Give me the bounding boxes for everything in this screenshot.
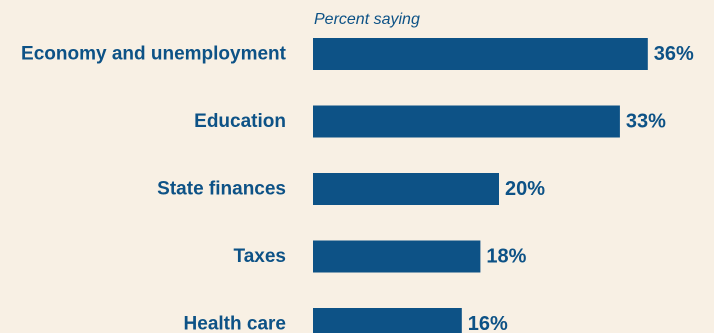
- bar-0: [313, 38, 648, 70]
- value-label-0: 36%: [654, 43, 694, 65]
- category-label-1: Education: [194, 111, 286, 132]
- value-label-4: 16%: [468, 313, 508, 333]
- bars-group: Economy and unemployment 36% Education 33% S…: [21, 38, 694, 333]
- category-label-0: Economy and unemployment: [21, 44, 287, 65]
- value-label-2: 20%: [505, 178, 545, 200]
- value-label-3: 18%: [486, 246, 526, 268]
- category-label-4: Health care: [184, 314, 286, 333]
- bar-3: [313, 240, 481, 273]
- bar-1: [313, 105, 620, 138]
- value-label-1: 33%: [626, 111, 666, 133]
- category-label-3: Taxes: [234, 246, 286, 267]
- chart-subtitle: Percent saying: [314, 11, 420, 28]
- category-label-2: State finances: [157, 179, 286, 200]
- bar-2: [313, 173, 499, 205]
- bar-4: [313, 308, 462, 333]
